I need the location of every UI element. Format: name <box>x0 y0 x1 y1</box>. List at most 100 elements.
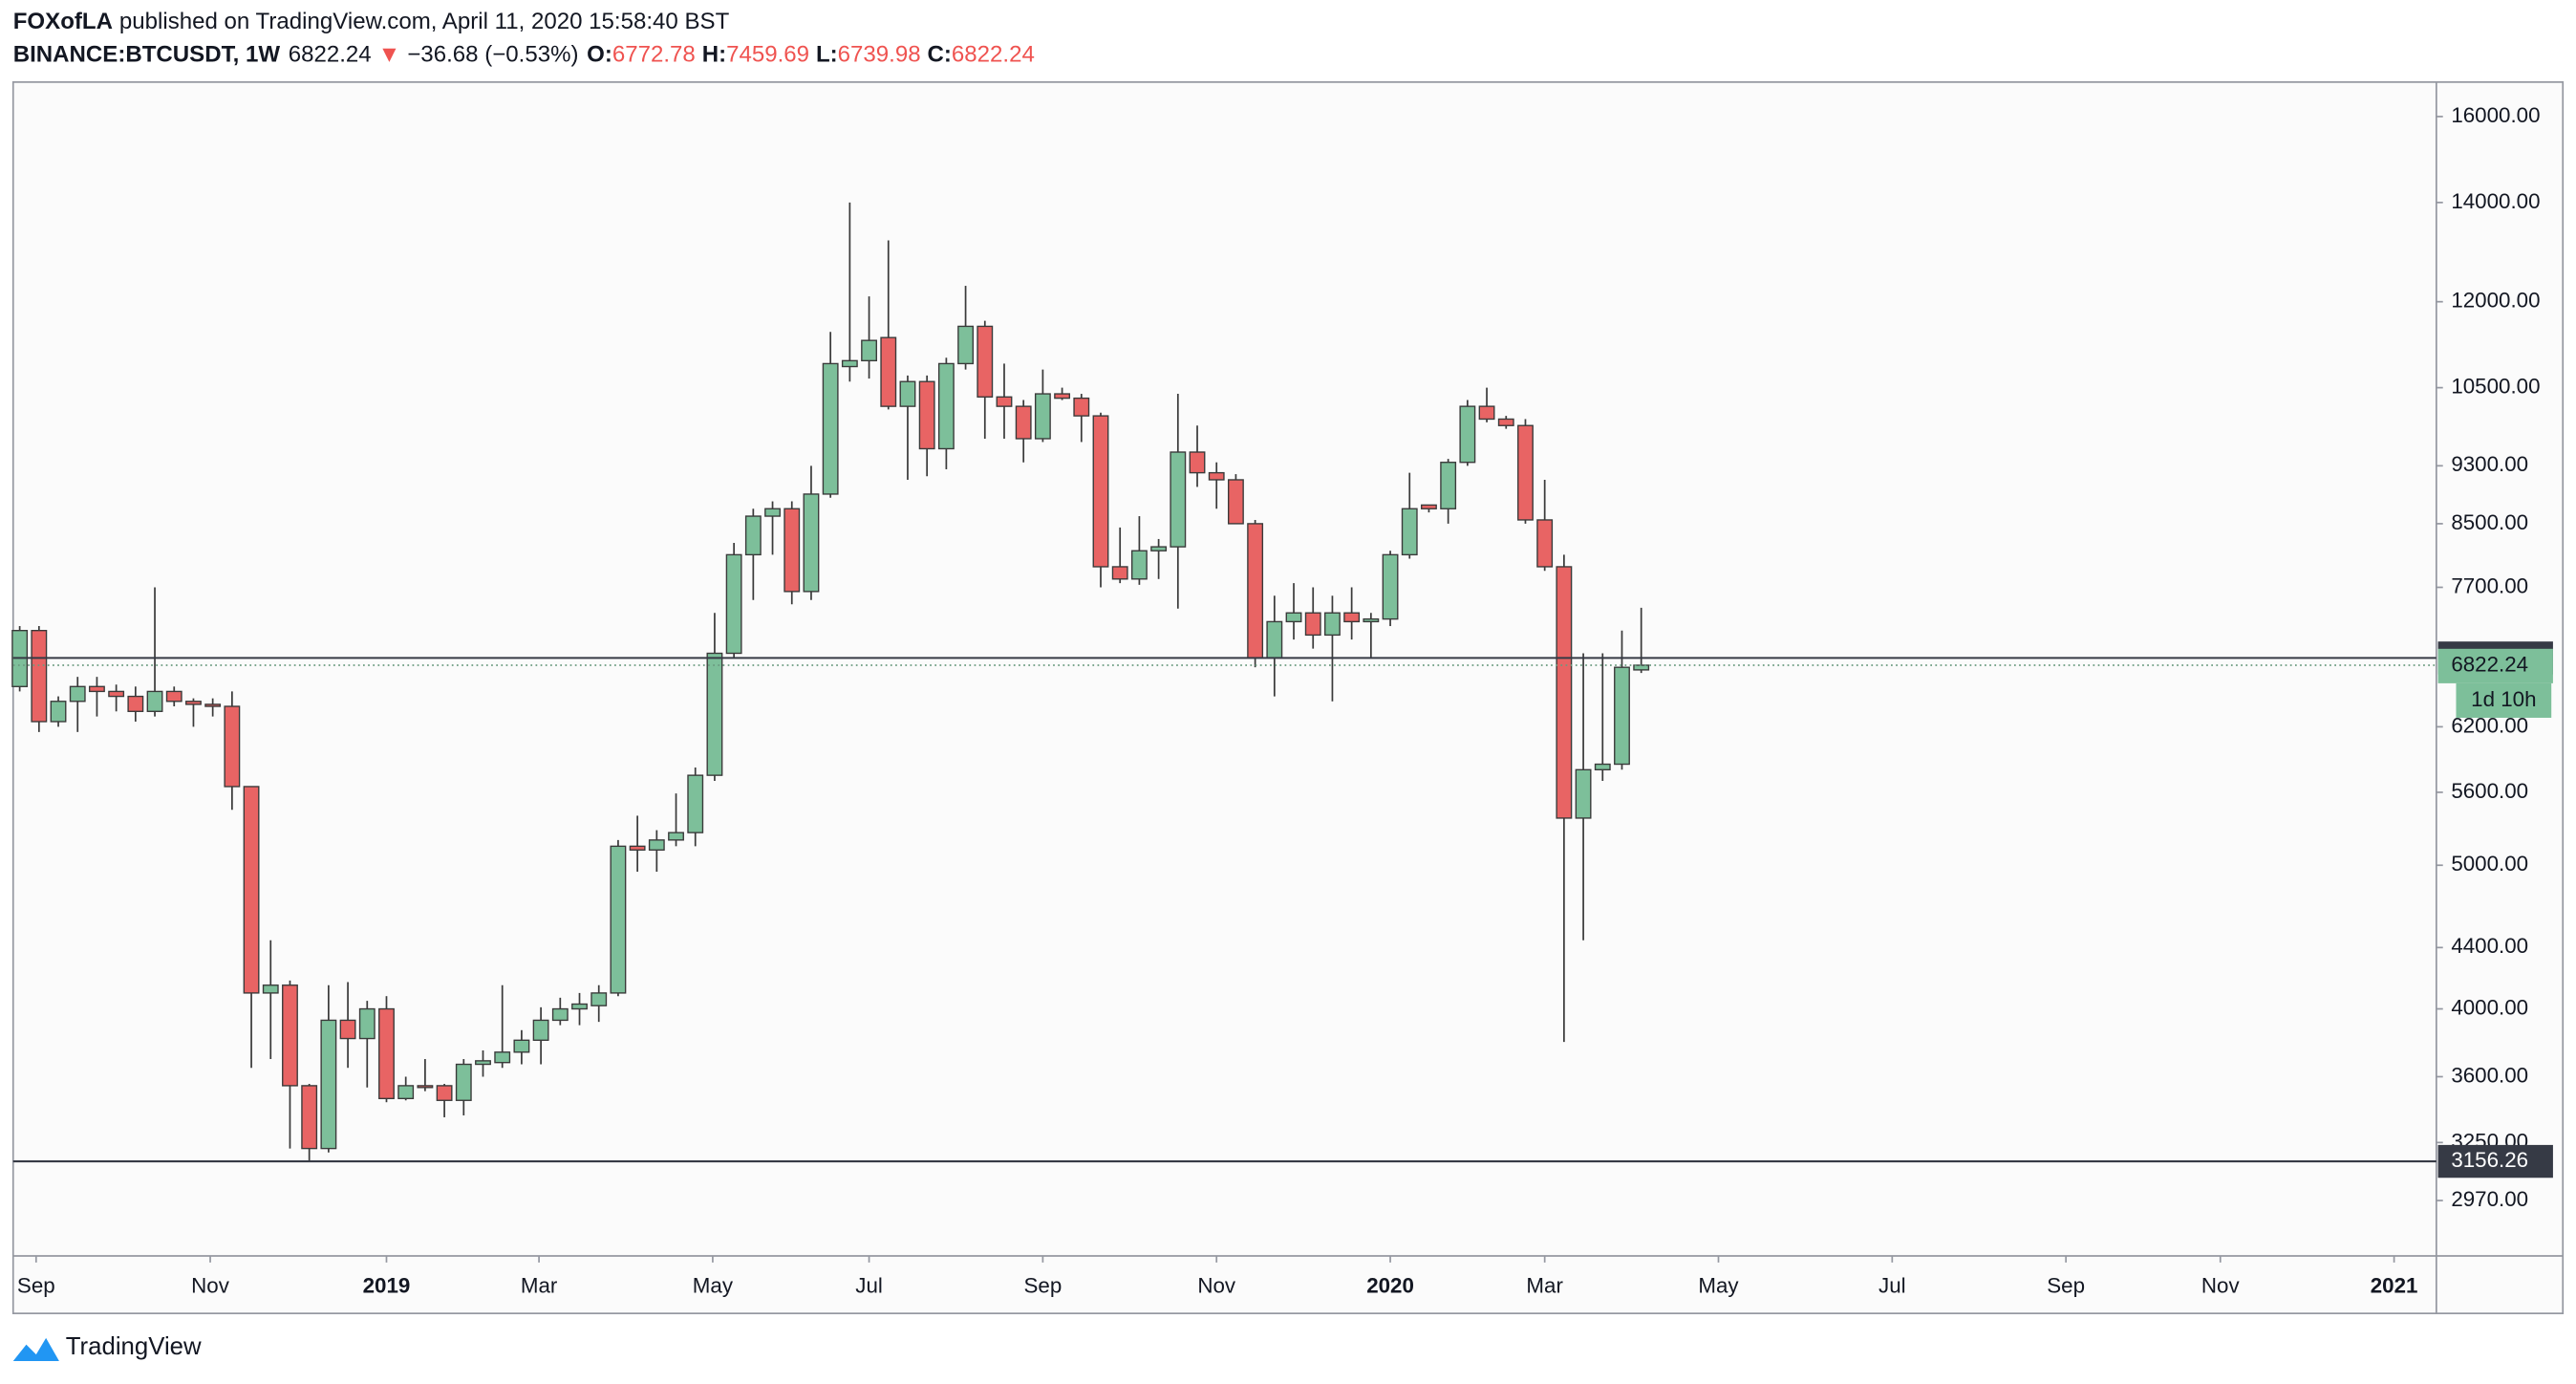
candle-body <box>1343 612 1361 623</box>
x-tick-label: Nov <box>2201 1274 2241 1298</box>
x-tick-label: Mar <box>1526 1274 1563 1298</box>
candle-body <box>571 1003 588 1010</box>
candle-body <box>977 325 994 398</box>
candle-body <box>378 1007 395 1100</box>
candle-body <box>668 832 684 841</box>
candle-body <box>1208 471 1225 481</box>
candle-body <box>629 845 646 851</box>
countdown-box <box>2456 682 2552 718</box>
candle-body <box>475 1060 491 1066</box>
y-tick-label: 12000.00 <box>2451 289 2540 313</box>
symbol: BINANCE:BTCUSDT, 1W <box>13 42 281 68</box>
candle-body <box>1266 620 1283 660</box>
last: 6822.24 <box>289 42 372 68</box>
candle-body <box>1304 612 1321 637</box>
candle-body <box>1170 451 1187 548</box>
candle-body <box>436 1085 453 1101</box>
candle-body <box>1285 612 1302 623</box>
candle-body <box>243 786 260 994</box>
candle-body <box>1111 566 1128 580</box>
candle-body <box>397 1085 415 1100</box>
candle-body <box>1478 405 1495 421</box>
candle-body <box>282 984 298 1087</box>
y-tick-label: 9300.00 <box>2451 452 2528 476</box>
candle-body <box>320 1019 337 1150</box>
candle-body <box>551 1007 569 1022</box>
candle-body <box>1015 405 1032 440</box>
header-line-2: BINANCE:BTCUSDT, 1W 6822.24 ▼ −36.68 (−0.53… <box>13 42 1035 68</box>
candle-body <box>417 1085 434 1089</box>
y-tick-label: 4000.00 <box>2451 995 2528 1019</box>
candle-body <box>1092 415 1109 568</box>
candle-body <box>1517 424 1534 521</box>
candle-body <box>1054 393 1071 400</box>
candle-body <box>1150 546 1168 551</box>
candle-body <box>339 1019 356 1040</box>
x-tick-label: Nov <box>1197 1274 1236 1298</box>
candle-body <box>204 703 222 707</box>
candle-body <box>841 359 858 368</box>
last-price-label: 6822.24 <box>2451 653 2528 677</box>
x-tick-label: Jul <box>855 1274 883 1298</box>
y-tick-label: 3600.00 <box>2451 1063 2528 1087</box>
ohlc-label: O: <box>587 42 612 68</box>
candle-body <box>1594 763 1611 770</box>
candle-body <box>262 984 279 994</box>
candle-body <box>764 508 781 517</box>
ohlc-label: L: <box>816 42 838 68</box>
candle-body <box>301 1085 318 1150</box>
ohlc-value: 7459.69 <box>726 42 809 68</box>
candle-body <box>1130 550 1148 580</box>
candle-body <box>725 553 742 655</box>
candle-body <box>1382 553 1399 620</box>
x-tick-label: 2019 <box>363 1274 411 1298</box>
candle-body <box>165 690 182 703</box>
candle-body <box>996 396 1013 407</box>
candle-body <box>648 839 665 851</box>
candle-body <box>1227 479 1244 525</box>
candle-body <box>899 380 916 407</box>
published: published on TradingView.com, April 11, … <box>119 9 730 34</box>
logo-icon <box>12 1337 59 1361</box>
candle-body <box>803 493 820 593</box>
candle-body <box>706 652 723 776</box>
candle-body <box>1614 666 1630 766</box>
candle-body <box>455 1063 472 1101</box>
candle-body <box>880 336 897 407</box>
y-tick-label: 2970.00 <box>2451 1187 2528 1211</box>
y-tick-label: 16000.00 <box>2451 103 2540 127</box>
x-tick-label: Jul <box>1878 1274 1906 1298</box>
candle-body <box>937 362 955 450</box>
horizontal-line-label: 3156.26 <box>2451 1148 2528 1172</box>
ohlc-value: 6772.78 <box>612 42 696 68</box>
y-tick-label: 10500.00 <box>2451 375 2540 399</box>
candle-body <box>1440 462 1457 509</box>
candle-body <box>861 339 877 362</box>
candle-body <box>1189 451 1206 474</box>
candle-body <box>822 362 839 495</box>
x-tick-label: Sep <box>2047 1274 2085 1298</box>
candle-body <box>146 690 163 712</box>
candle-body <box>185 701 202 705</box>
x-tick-label: May <box>693 1274 734 1298</box>
candle-body <box>1324 612 1341 637</box>
candle-body <box>532 1019 549 1041</box>
horizontal-line-tab <box>2437 1144 2553 1179</box>
candle-body <box>494 1051 511 1064</box>
candle-body <box>1556 566 1573 819</box>
candle-body <box>1421 504 1437 509</box>
candle-body <box>1034 393 1051 440</box>
x-tick-label: 2020 <box>1366 1274 1414 1298</box>
ohlc-label: H: <box>702 42 726 68</box>
ohlc-value: 6822.24 <box>952 42 1035 68</box>
tradingview-logo: TradingView <box>12 1333 202 1361</box>
brand: TradingView <box>66 1333 202 1360</box>
y-tick-label: 8500.00 <box>2451 510 2528 534</box>
header-line-1: FOXofLA published on TradingView.com, Apr… <box>13 9 730 34</box>
x-tick-label: Mar <box>521 1274 558 1298</box>
candle-body <box>687 774 704 833</box>
y-tick-label: 4400.00 <box>2451 934 2528 958</box>
y-tick-label: 7700.00 <box>2451 573 2528 597</box>
